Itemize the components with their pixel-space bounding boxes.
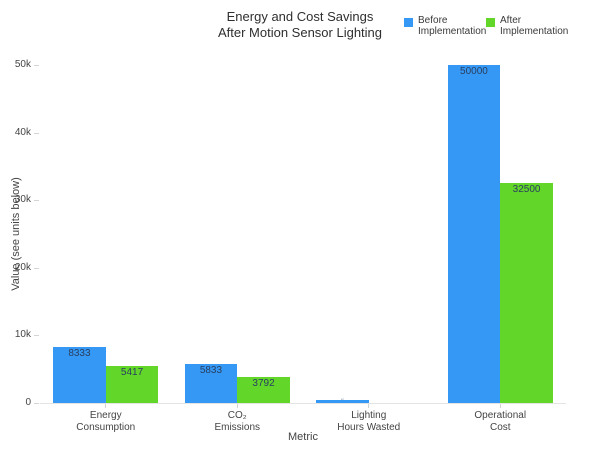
legend-swatch-before-icon [404, 18, 413, 27]
legend-item-after[interactable]: After Implementation [486, 15, 568, 37]
bar-value-label: 3792 [252, 378, 275, 390]
y-tick-mark [34, 267, 39, 269]
x-tick-mark [499, 404, 501, 408]
y-tick-label: 20k [14, 261, 31, 273]
x-tick-mark [236, 404, 238, 408]
bar-before-3[interactable] [447, 65, 501, 403]
y-tick-mark [34, 403, 39, 404]
legend-label-before: Before Implementation [418, 15, 487, 37]
y-tick-label: 10k [14, 329, 31, 341]
bar-value-label: 50000 [460, 66, 488, 77]
x-category-label: Lighting Hours Wasted [337, 410, 401, 433]
y-tick-label: 0 [25, 397, 31, 408]
x-category-label: CO₂ Emissions [214, 410, 261, 433]
x-tick-mark [105, 404, 107, 408]
bar-after-3[interactable] [500, 183, 553, 403]
y-tick-label: 30k [14, 194, 31, 206]
y-tick-label: 40k [14, 126, 31, 138]
legend-label-after: After Implementation [500, 15, 569, 37]
x-axis-title: Metric [288, 431, 318, 443]
x-category-label: Energy Consumption [76, 410, 136, 433]
bar-before-2[interactable] [316, 400, 369, 403]
y-tick-mark [34, 132, 39, 134]
chart-title: Energy and Cost Savings After Motion Sen… [217, 9, 383, 40]
bar-value-label: 417 [341, 400, 344, 402]
bar-before-1[interactable] [184, 363, 238, 403]
bar-value-label: 32500 [512, 184, 541, 196]
bar-value-label: 5833 [199, 364, 223, 376]
y-tick-mark [34, 200, 39, 202]
bar-after-0[interactable] [105, 366, 159, 403]
bar-value-label: 8333 [68, 347, 91, 359]
x-tick-mark [368, 404, 370, 408]
legend-item-before[interactable]: Before Implementation [404, 15, 486, 37]
x-axis-line [40, 403, 566, 404]
bar-before-0[interactable] [53, 346, 106, 403]
y-tick-label: 50k [14, 59, 31, 70]
bar-value-label: 5417 [120, 367, 144, 379]
legend-swatch-after-icon [486, 18, 495, 27]
y-tick-mark [34, 335, 39, 337]
bar-after-1[interactable] [237, 377, 290, 403]
y-tick-mark [34, 65, 39, 66]
x-category-label: Operational Cost [474, 410, 527, 433]
